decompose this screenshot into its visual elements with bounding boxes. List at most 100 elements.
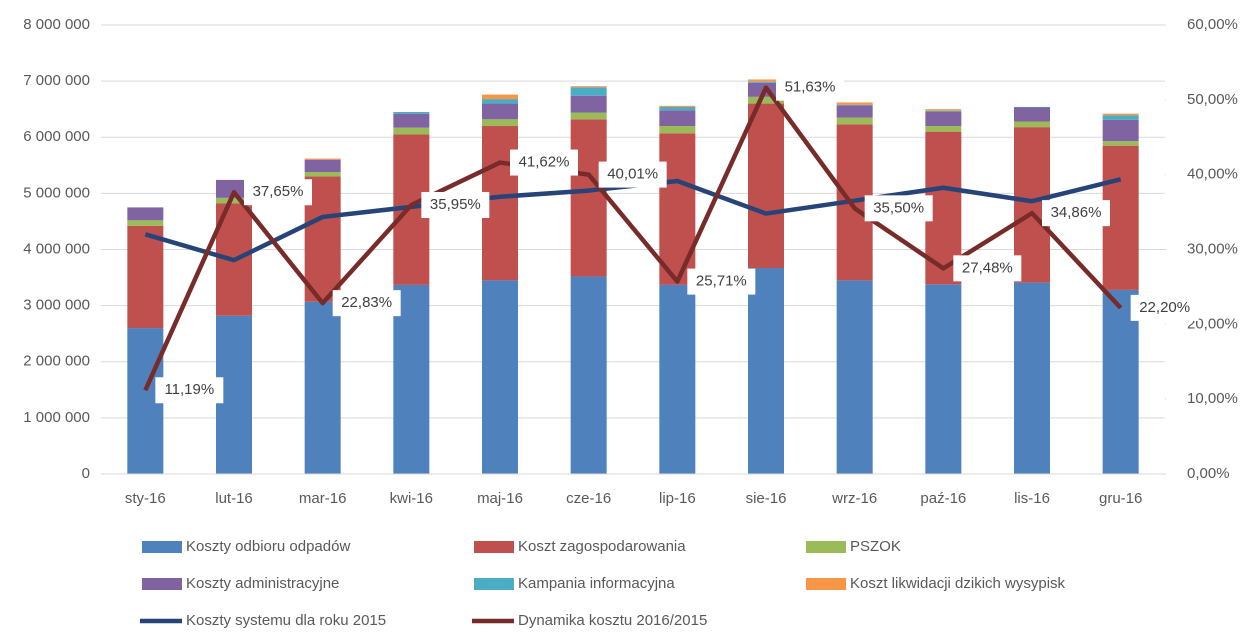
bar-segment: [659, 126, 696, 134]
x-tick-label: maj-16: [477, 490, 523, 507]
bar-segment: [482, 103, 518, 120]
bar-segment: [836, 117, 873, 125]
bar-segment: [393, 113, 430, 128]
bar-segment: [1014, 121, 1050, 128]
data-label: 35,95%: [430, 196, 481, 213]
bar-segment: [748, 79, 784, 82]
y-tick-label: 3 000 000: [23, 297, 90, 314]
data-label-box: [776, 74, 844, 101]
legend-label: Kampania informacyjna: [518, 575, 675, 592]
bar-segment: [1102, 115, 1139, 120]
bar-segment: [127, 225, 164, 329]
data-label: 41,62%: [519, 154, 570, 171]
legend-swatch: [806, 578, 846, 590]
data-label: 11,19%: [164, 381, 214, 398]
bar-segment: [836, 105, 873, 118]
bar-segment: [482, 119, 518, 127]
x-tick-label: gru-16: [1099, 490, 1142, 507]
bar-segment: [304, 159, 341, 173]
bar-segment: [216, 179, 252, 198]
bar-segment: [748, 103, 784, 269]
data-label-box: [687, 268, 756, 295]
bar-segment: [748, 268, 784, 474]
bar-segment: [127, 220, 164, 226]
y-tick-label: 7 000 000: [23, 72, 90, 89]
x-tick-label: sty-16: [125, 490, 166, 507]
x-tick-label: paź-16: [920, 490, 966, 507]
bar-segment: [482, 99, 518, 104]
bar-segment: [925, 126, 962, 132]
legend-label: Koszty systemu dla roku 2015: [186, 612, 386, 629]
bar-segment: [570, 119, 607, 277]
data-label: 25,71%: [696, 273, 747, 290]
legend-label: Koszt likwidacji dzikich wysypisk: [850, 575, 1066, 592]
bar-segment: [393, 111, 430, 114]
bar-segment: [659, 110, 696, 127]
bar-segment: [836, 102, 873, 105]
bar-segment: [304, 301, 341, 474]
y-tick-label: 5 000 000: [23, 184, 90, 201]
bar-segment: [304, 158, 341, 160]
bar-segment: [393, 284, 430, 474]
legend-label: Koszty administracyjne: [186, 575, 339, 592]
data-label: 34,86%: [1051, 204, 1102, 221]
bar-segment: [748, 96, 784, 104]
legend-label: Dynamika kosztu 2016/2015: [518, 612, 707, 629]
bar-segment: [748, 81, 784, 83]
data-label-box: [421, 191, 490, 218]
data-label-box: [953, 255, 1022, 282]
x-tick-label: sie-16: [746, 490, 787, 507]
data-label: 51,63%: [785, 79, 836, 96]
y2-tick-label: 60,00%: [1187, 16, 1238, 33]
bar-segment: [659, 284, 696, 474]
data-label: 27,48%: [962, 259, 1013, 276]
data-label-box: [332, 290, 401, 317]
data-label: 37,65%: [253, 183, 304, 200]
bar-segment: [1014, 282, 1050, 474]
legend-swatch: [474, 578, 514, 590]
data-label: 35,50%: [873, 199, 924, 216]
y2-tick-label: 20,00%: [1187, 315, 1238, 332]
bar-segment: [925, 109, 962, 111]
bar-segment: [659, 133, 696, 285]
bar-segment: [127, 207, 164, 221]
y-tick-label: 4 000 000: [23, 240, 90, 257]
y-tick-label: 2 000 000: [23, 353, 90, 370]
data-label: 22,20%: [1139, 299, 1190, 316]
x-tick-label: kwi-16: [390, 490, 433, 507]
data-label-box: [1130, 294, 1199, 321]
legend-label: Koszt zagospodarowania: [518, 538, 686, 555]
line-series: [143, 85, 1123, 392]
x-tick-label: mar-16: [299, 490, 347, 507]
data-label-box: [244, 179, 312, 206]
bar-segment: [393, 127, 430, 135]
bar-segment: [925, 284, 962, 474]
bar-segment: [570, 87, 607, 96]
bar-segment: [216, 197, 252, 204]
data-label: 22,83%: [341, 294, 392, 311]
bar-segment: [1014, 107, 1050, 122]
legend-label: PSZOK: [850, 538, 901, 555]
legend-swatch: [806, 541, 846, 553]
data-label-box: [598, 161, 667, 188]
y-tick-label: 0: [82, 465, 90, 482]
bar-segment: [1102, 141, 1139, 146]
y2-tick-label: 30,00%: [1187, 240, 1238, 257]
bar-segment: [836, 104, 873, 106]
bar-segment: [1014, 106, 1050, 108]
bar-segment: [659, 106, 696, 111]
bar-segment: [570, 86, 607, 88]
bar-segment: [925, 111, 962, 127]
y-tick-label: 6 000 000: [23, 128, 90, 145]
y-tick-label: 8 000 000: [23, 16, 90, 33]
legend-swatch: [474, 541, 514, 553]
data-label-box: [155, 377, 224, 404]
bar-segment: [1102, 119, 1139, 142]
y-tick-label: 1 000 000: [23, 409, 90, 426]
bar-segment: [925, 110, 962, 112]
y2-tick-label: 10,00%: [1187, 390, 1238, 407]
bar-segment: [570, 276, 607, 474]
x-tick-label: wrz-16: [831, 490, 877, 507]
y2-tick-label: 0,00%: [1187, 465, 1230, 482]
